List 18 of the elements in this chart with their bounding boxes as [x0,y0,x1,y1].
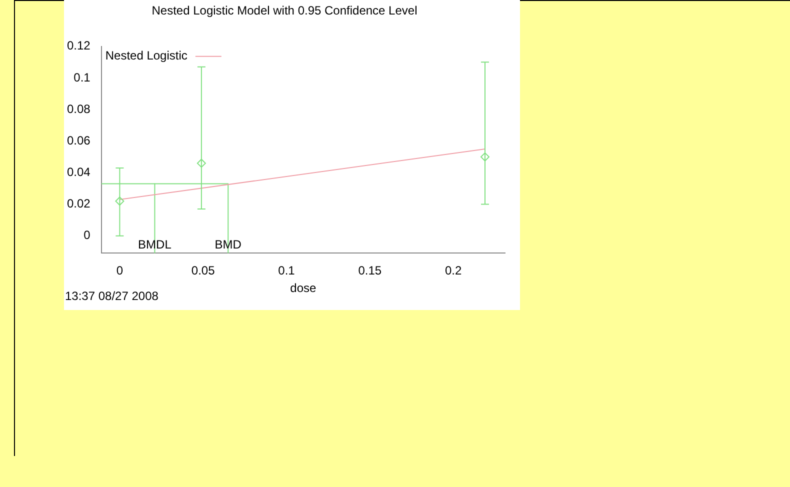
y-tick-label: 0.04 [66,165,91,180]
x-tick-label: 0.15 [358,264,382,278]
chart-title: Nested Logistic Model with 0.95 Confidence Level [152,4,418,18]
x-tick-label: 0.05 [191,264,216,278]
y-tick-label: 0.08 [66,102,91,116]
y-tick-label: 0.02 [66,196,91,211]
y-tick-label: 0.06 [66,133,91,148]
x-tick-label: 0 [116,264,124,278]
x-tick-label: 0.1 [278,264,296,278]
text: 13:37 08/27 2008 [65,289,158,303]
x-tick-label: 0.2 [444,264,462,278]
y-tick-label: 0.1 [74,70,91,84]
x-axis-title: dose [290,281,317,296]
y-tick-label: 0 [84,228,91,242]
y-tick-label: 0.12 [66,38,91,53]
annotation: BMDL [138,238,172,252]
annotation: BMD [214,238,242,252]
legend-label: Nested Logistic [105,48,188,63]
